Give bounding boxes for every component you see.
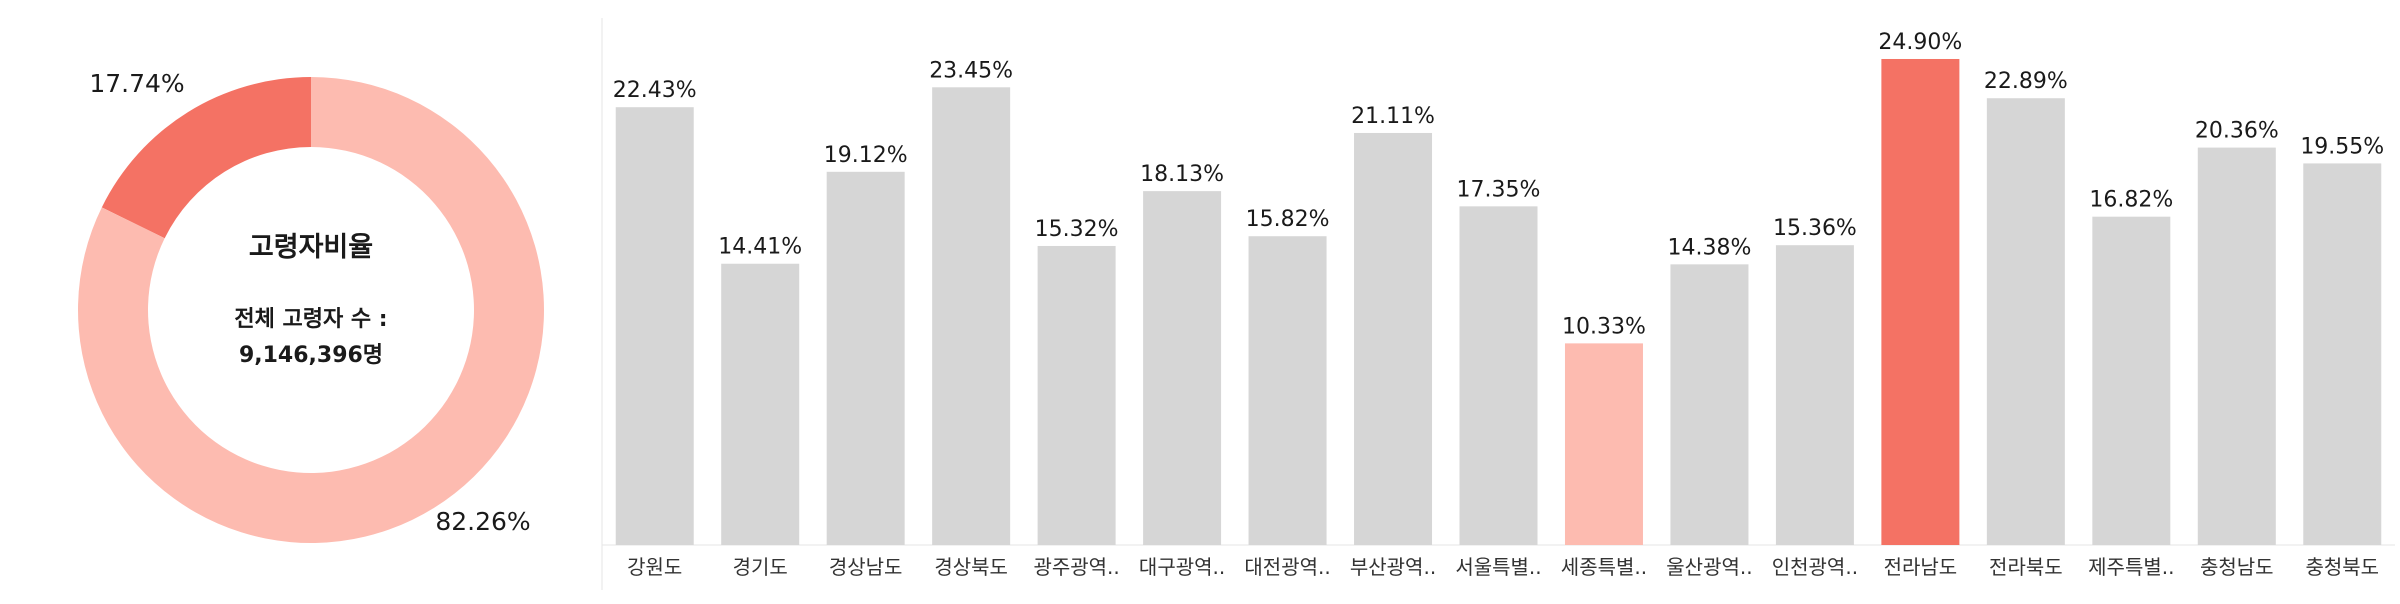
x-tick-label: 광주광역.. [1033, 555, 1119, 579]
x-tick-label: 대구광역.. [1139, 555, 1225, 579]
bar-value-label: 22.89% [1984, 69, 2068, 94]
donut-slice-label: 17.74% [89, 69, 184, 98]
x-tick-label: 경상북도 [934, 555, 1008, 579]
bar-value-label: 16.82% [2089, 188, 2173, 213]
bar [826, 171, 905, 546]
bar-value-label: 15.32% [1035, 217, 1119, 242]
bar [1564, 343, 1643, 545]
bar-value-label: 17.35% [1457, 177, 1541, 202]
bar [1986, 98, 2065, 546]
bar-chart: 22.43% 14.41% 19.12% 23.45% 15.32% 18.13% 15.8… [590, 0, 2400, 600]
donut-slice [101, 77, 311, 239]
x-tick-label: 충청북도 [2305, 555, 2379, 579]
bar [1143, 191, 1222, 545]
bar-value-label: 10.33% [1562, 314, 1646, 339]
donut-slice [77, 77, 544, 543]
bar-value-label: 15.36% [1773, 216, 1857, 241]
donut-center-title: 고령자비율 [249, 232, 373, 263]
bar [1670, 264, 1749, 545]
bar-value-label: 14.38% [1667, 235, 1751, 260]
bar [2303, 163, 2382, 545]
donut-chart: 고령자비율 전체 고령자 수 : 9,146,396명 17.74% 82.26… [0, 0, 600, 600]
bar [1459, 206, 1538, 545]
bar-value-label: 22.43% [613, 78, 697, 103]
x-tick-label: 전라북도 [1989, 555, 2063, 579]
bar-value-label: 24.90% [1878, 30, 1962, 55]
x-tick-label: 대전광역.. [1244, 555, 1330, 579]
x-tick-label: 제주특별.. [2088, 555, 2174, 579]
bar [1354, 132, 1433, 545]
bar-value-label: 20.36% [2195, 119, 2279, 144]
x-tick-label: 충청남도 [2200, 555, 2274, 579]
bar [2092, 216, 2171, 545]
bar-value-label: 15.82% [1246, 207, 1330, 232]
x-tick-label: 전라남도 [1884, 555, 1958, 579]
bar-value-label: 14.41% [718, 235, 802, 260]
bar-value-label: 18.13% [1140, 162, 1224, 187]
donut-chart-svg: 고령자비율 전체 고령자 수 : 9,146,396명 17.74% 82.26… [77, 69, 544, 543]
bar-chart-svg: 22.43% 14.41% 19.12% 23.45% 15.32% 18.13% 15.8… [601, 18, 2395, 590]
bar-value-label: 21.11% [1351, 104, 1435, 129]
x-tick-label: 울산광역.. [1666, 555, 1752, 579]
bar [2197, 147, 2276, 545]
x-tick-label: 세종특별.. [1561, 555, 1647, 579]
x-tick-label: 강원도 [627, 555, 682, 579]
bar-value-label: 19.55% [2300, 134, 2384, 159]
x-tick-label: 경기도 [733, 555, 788, 579]
x-tick-label: 부산광역.. [1350, 555, 1436, 579]
donut-center-total-label: 전체 고령자 수 : [234, 307, 387, 332]
bar [932, 87, 1011, 545]
bar [1037, 245, 1116, 545]
x-tick-label: 인천광역.. [1772, 555, 1858, 579]
x-tick-label: 서울특별.. [1455, 555, 1541, 579]
bar [1248, 236, 1327, 545]
bar [721, 263, 800, 545]
bar-value-label: 23.45% [929, 58, 1013, 83]
bar [1881, 58, 1960, 545]
donut-slice-label: 82.26% [435, 507, 530, 536]
donut-center-total-value: 9,146,396명 [239, 343, 383, 368]
x-tick-label: 경상남도 [829, 555, 903, 579]
bar [615, 107, 694, 545]
bar-value-label: 19.12% [824, 143, 908, 168]
bar [1775, 245, 1854, 545]
